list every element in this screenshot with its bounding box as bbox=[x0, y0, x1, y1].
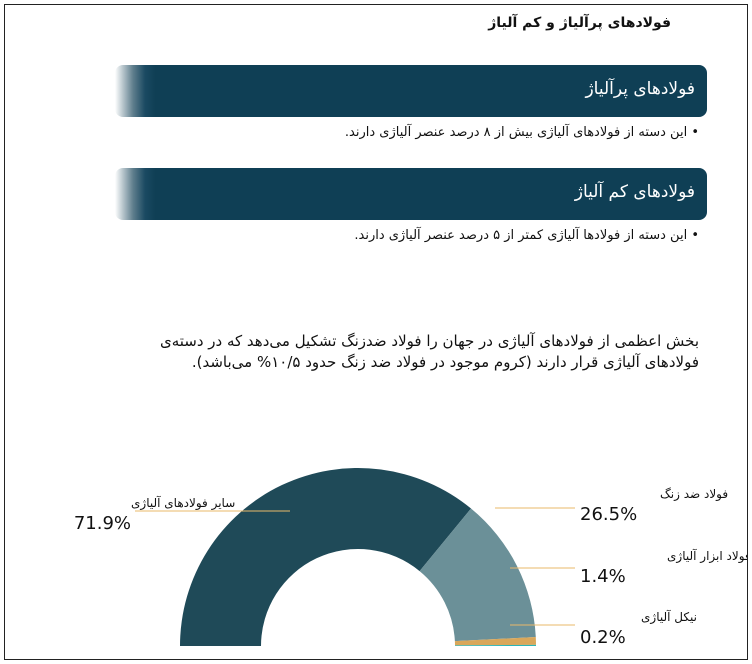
value-label: 71.9% bbox=[74, 513, 131, 534]
bullet-text: این دسته از فولادهای آلیاژی بیش از ۸ درص… bbox=[344, 125, 688, 140]
bullet-text: این دسته از فولادها آلیاژی کمتر از ۵ درص… bbox=[354, 228, 688, 243]
section-header: فولادهای پرآلیاژ bbox=[115, 65, 707, 117]
section-header: فولادهای کم آلیاژ bbox=[115, 168, 707, 220]
title: فولادهای پرآلیاژ و کم آلیاژ bbox=[488, 15, 671, 31]
slice bbox=[454, 644, 536, 646]
bullet: • این دسته از فولادها آلیاژی کمتر از ۵ د… bbox=[354, 228, 699, 243]
document: فولادهای پرآلیاژ و کم آلیاژ فولادهای پرآ… bbox=[4, 4, 748, 660]
value-label: 1.4% bbox=[580, 566, 626, 587]
category-label: نیکل آلیاژی bbox=[641, 609, 697, 625]
value-label: 0.2% bbox=[580, 627, 626, 648]
category-label: سایر فولادهای آلیاژی bbox=[131, 495, 235, 511]
slice bbox=[454, 637, 536, 646]
category-label: فولاد ابزار آلیاژی bbox=[667, 548, 747, 564]
section-heading: فولادهای پرآلیاژ bbox=[585, 79, 695, 99]
slice bbox=[419, 508, 536, 642]
category-label: فولاد ضد زنگ bbox=[660, 487, 728, 502]
paragraph: بخش اعظمی از فولادهای آلیاژی در جهان را … bbox=[159, 332, 699, 371]
bullet: • این دسته از فولادهای آلیاژی بیش از ۸ د… bbox=[344, 125, 699, 140]
section-heading: فولادهای کم آلیاژ bbox=[574, 182, 695, 202]
slice bbox=[180, 468, 472, 646]
value-label: 26.5% bbox=[580, 504, 637, 525]
